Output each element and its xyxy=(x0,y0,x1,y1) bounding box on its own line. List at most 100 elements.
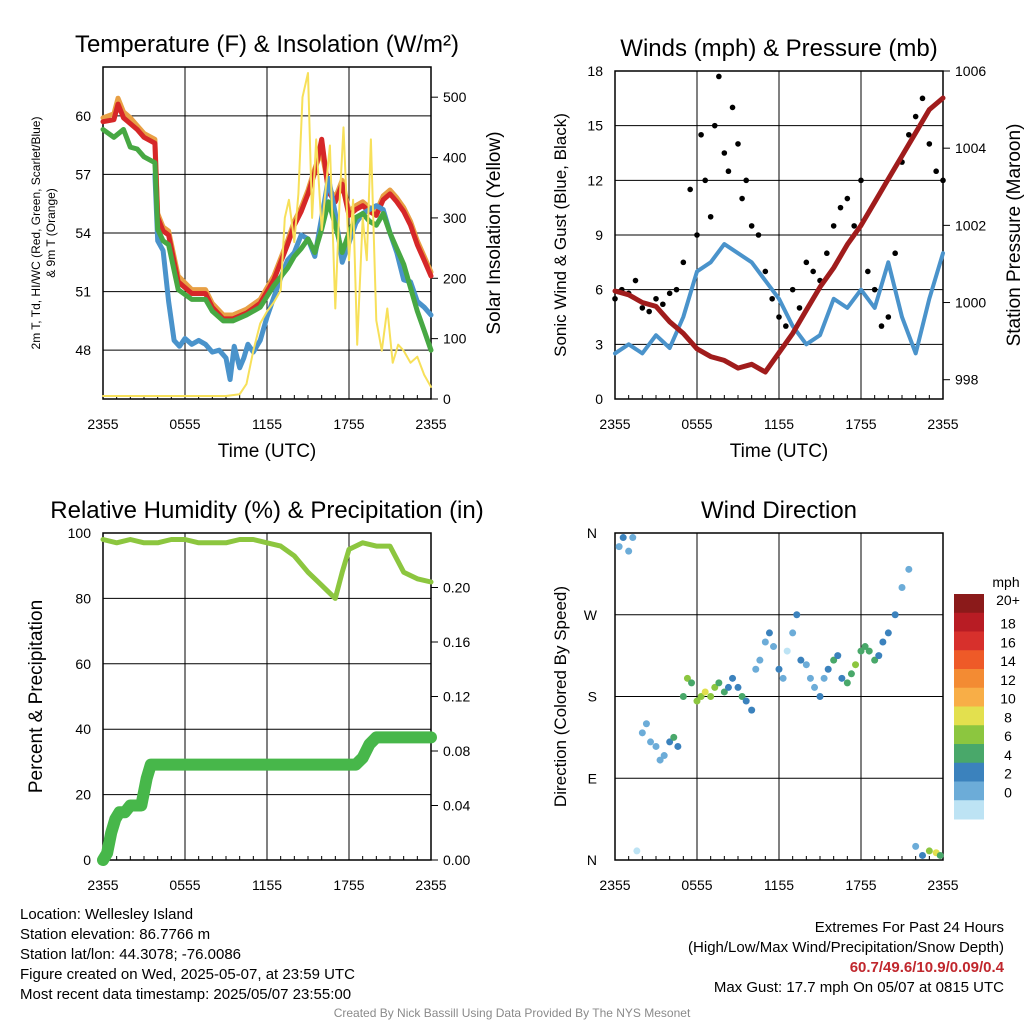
gust-point xyxy=(844,195,851,202)
x-tick-label: 0555 xyxy=(169,416,200,432)
y-axis-label-line2: & 9m T (Orange) xyxy=(44,188,58,278)
direction-point xyxy=(865,647,873,655)
colorbar-label: 10 xyxy=(1000,691,1016,707)
y-tick-label: N xyxy=(587,525,597,541)
y-tick-label: 100 xyxy=(68,525,92,541)
gust-point xyxy=(729,104,736,111)
station-location: Location: Wellesley Island xyxy=(20,906,194,923)
y-axis-label: Percent & Precipitation xyxy=(26,600,47,793)
gust-point xyxy=(716,73,722,80)
direction-point xyxy=(857,647,865,655)
y2-tick-label: 1000 xyxy=(955,295,986,311)
direction-point xyxy=(701,688,709,696)
gust-point xyxy=(680,259,687,266)
gust-point xyxy=(851,223,857,229)
direction-point xyxy=(779,674,787,682)
gust-point xyxy=(912,113,919,120)
direction-point xyxy=(770,643,778,651)
colorbar-label: 0 xyxy=(1004,784,1012,800)
colorbar-label: 2 xyxy=(1004,766,1012,782)
gust-point xyxy=(673,286,680,293)
gust-point xyxy=(687,186,693,193)
gust-point xyxy=(735,141,741,147)
gust-point xyxy=(721,150,728,156)
gust-point xyxy=(885,314,892,320)
y-axis-label-line1: 2m T, Td, HI/WC (Red, Green, Scarlet/Blu… xyxy=(29,117,43,350)
x-tick-label: 0555 xyxy=(169,877,200,893)
plot-frame xyxy=(614,532,944,861)
gust-point xyxy=(878,323,885,329)
gust-point xyxy=(702,177,708,184)
direction-point xyxy=(638,729,646,737)
y-tick-label: 54 xyxy=(75,225,91,241)
y2-tick-label: 1004 xyxy=(955,140,986,156)
gust-point xyxy=(871,286,878,293)
direction-point xyxy=(816,693,824,700)
y-tick-label: 48 xyxy=(75,342,91,358)
direction-point xyxy=(843,679,851,687)
y-tick-label: W xyxy=(584,607,598,623)
extremes-subtitle: (High/Low/Max Wind/Precipitation/Snow De… xyxy=(688,939,1004,956)
plot-frame xyxy=(614,70,944,400)
direction-point xyxy=(756,656,764,664)
y-axis-label: Sonic Wind & Gust (Blue, Black) xyxy=(551,113,570,357)
temperature-series-line xyxy=(100,127,434,353)
plot-frame xyxy=(102,66,432,400)
direction-point xyxy=(711,683,719,691)
y-tick-label: 15 xyxy=(587,118,603,134)
colorbar-swatch xyxy=(954,725,984,745)
colorbar-swatch xyxy=(954,687,984,707)
y-tick-label: E xyxy=(588,770,597,786)
x-axis-label: Time (UTC) xyxy=(730,441,829,462)
colorbar-swatch xyxy=(954,706,984,726)
direction-point xyxy=(875,652,883,660)
direction-point xyxy=(905,565,913,573)
direction-point xyxy=(633,847,641,855)
y-axis-label: Direction (Colored By Speed) xyxy=(551,586,570,807)
colorbar-label: 20+ xyxy=(996,592,1020,608)
temperature-chart: 48 51 54 57 60 2355 0555 1155 1755 2355 Temperatur… xyxy=(29,31,505,462)
y2-tick-label: 1002 xyxy=(955,217,986,233)
direction-point xyxy=(820,674,828,682)
gust-point xyxy=(769,295,775,302)
direction-point xyxy=(912,842,920,850)
y-tick-label: 0 xyxy=(83,852,91,868)
wind-speed-line xyxy=(613,242,945,356)
direction-point xyxy=(802,661,810,669)
humidity-line xyxy=(100,537,434,601)
temperature-series-line xyxy=(152,171,434,382)
y-tick-label: 18 xyxy=(587,63,603,79)
chart-title: Winds (mph) & Pressure (mb) xyxy=(620,35,937,62)
direction-point xyxy=(742,697,750,705)
gust-point xyxy=(646,308,652,315)
x-tick-label: 1155 xyxy=(764,416,794,432)
y-tick-label: 40 xyxy=(75,721,91,737)
gust-point xyxy=(892,250,898,257)
gust-point xyxy=(865,268,871,275)
direction-point xyxy=(936,851,944,859)
direction-point xyxy=(625,547,633,555)
gust-point xyxy=(919,95,926,102)
extremes-title: Extremes For Past 24 Hours xyxy=(814,919,1004,936)
direction-point xyxy=(693,697,701,705)
y2-tick-label: 0.16 xyxy=(443,634,470,650)
y2-tick-label: 100 xyxy=(443,331,467,347)
x-tick-label: 2355 xyxy=(599,877,630,893)
latest-timestamp: Most recent data timestamp: 2025/05/07 2… xyxy=(20,986,352,1003)
extremes-panel: Extremes For Past 24 Hours (High/Low/Max… xyxy=(688,918,1004,998)
direction-point xyxy=(879,638,887,646)
gust-point xyxy=(830,223,837,229)
direction-point xyxy=(679,693,687,700)
y2-tick-label: 0.08 xyxy=(443,743,470,759)
direction-point xyxy=(734,683,742,691)
colorbar-title: mph xyxy=(992,574,1019,590)
direction-point xyxy=(919,851,926,859)
gust-point xyxy=(743,177,749,184)
y2-tick-label: 300 xyxy=(443,210,467,226)
direction-point xyxy=(729,674,737,682)
direction-point xyxy=(847,670,855,678)
chart-title: Temperature (F) & Insolation (W/m²) xyxy=(75,31,459,58)
y2-tick-label: 0 xyxy=(443,391,451,407)
